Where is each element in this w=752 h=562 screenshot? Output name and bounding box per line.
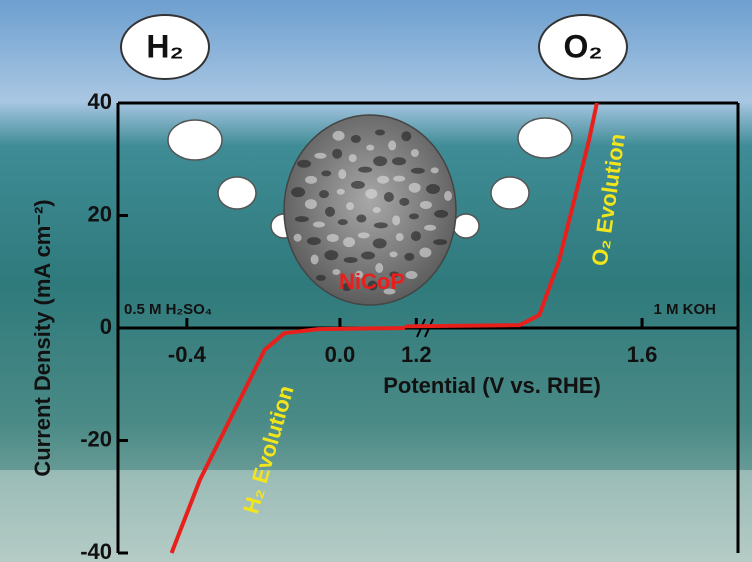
catalyst-texture — [337, 189, 345, 195]
catalyst-texture — [316, 275, 326, 281]
catalyst-label: NiCoP — [339, 269, 405, 294]
bubble — [518, 118, 572, 158]
catalyst-texture — [434, 210, 448, 218]
catalyst-texture — [324, 250, 338, 260]
catalyst-texture — [373, 207, 381, 213]
y-tick-label: -40 — [80, 539, 112, 562]
y-tick-label: 40 — [88, 89, 112, 114]
catalyst-texture — [419, 247, 431, 257]
catalyst-texture — [392, 215, 400, 225]
catalyst-texture — [384, 192, 394, 202]
catalyst-texture — [431, 167, 439, 173]
catalyst-texture — [346, 202, 354, 210]
catalyst-texture — [409, 183, 421, 193]
y-axis-label: Current Density (mA cm⁻²) — [30, 199, 55, 476]
x-axis-label: Potential (V vs. RHE) — [383, 373, 601, 398]
catalyst-texture — [321, 170, 331, 176]
catalyst-texture — [291, 187, 305, 197]
catalyst-texture — [307, 237, 321, 245]
y-tick-label: -20 — [80, 426, 112, 451]
catalyst-texture — [399, 198, 409, 206]
catalyst-texture — [366, 145, 374, 151]
catalyst-texture — [396, 233, 404, 241]
catalyst-texture — [409, 213, 419, 219]
catalyst-texture — [392, 157, 406, 165]
catalyst-texture — [305, 176, 317, 184]
catalyst-texture — [374, 222, 388, 228]
catalyst-texture — [344, 257, 358, 263]
chart: 40 20 0 -20 -40 Current Density (mA cm⁻²) Pote… — [0, 0, 752, 562]
x-tick-label: 0.0 — [325, 342, 356, 367]
catalyst-texture — [426, 184, 440, 194]
product-label: O₂ — [563, 28, 602, 64]
catalyst-texture — [305, 199, 317, 209]
catalyst-texture — [420, 201, 432, 209]
y-tick-label: 20 — [88, 201, 112, 226]
catalyst-texture — [390, 251, 398, 257]
catalyst-texture — [404, 253, 414, 261]
catalyst-texture — [401, 131, 411, 141]
catalyst-texture — [361, 252, 375, 260]
electrolyte-label: 0.5 M H₂SO₄ — [124, 301, 212, 318]
catalyst-texture — [433, 239, 447, 245]
surf — [0, 470, 752, 562]
bubble — [168, 120, 222, 160]
catalyst-texture — [295, 216, 309, 222]
catalyst-texture — [327, 234, 339, 242]
x-tick-label: 1.6 — [627, 342, 658, 367]
catalyst-texture — [444, 191, 452, 201]
catalyst-texture — [373, 238, 387, 248]
catalyst-texture — [314, 153, 326, 159]
catalyst-texture — [351, 135, 361, 143]
electrolyte-label: 1 M KOH — [653, 301, 716, 318]
catalyst-texture — [319, 190, 329, 198]
catalyst-texture — [411, 231, 421, 241]
product-label: H₂ — [146, 28, 183, 64]
catalyst-texture — [311, 254, 319, 264]
catalyst-texture — [325, 207, 335, 217]
catalyst-texture — [358, 167, 372, 173]
catalyst-texture — [377, 176, 389, 184]
catalyst-texture — [332, 149, 342, 159]
y-tick-label: 0 — [100, 314, 112, 339]
bubble — [218, 177, 256, 209]
catalyst-texture — [411, 168, 425, 174]
catalyst-texture — [365, 189, 377, 199]
x-tick-label: -0.4 — [168, 342, 207, 367]
bubble — [491, 177, 529, 209]
catalyst-texture — [349, 154, 357, 162]
catalyst-texture — [393, 176, 405, 182]
catalyst-texture — [294, 234, 302, 242]
catalyst-texture — [333, 131, 345, 141]
catalyst-texture — [351, 181, 365, 189]
catalyst-texture — [388, 140, 396, 150]
catalyst-texture — [424, 225, 436, 231]
catalyst-texture — [297, 160, 311, 168]
catalyst-texture — [343, 237, 355, 247]
catalyst-texture — [338, 169, 346, 179]
x-tick-label: 1.2 — [401, 342, 432, 367]
catalyst-texture — [405, 271, 417, 279]
catalyst-texture — [338, 219, 348, 225]
catalyst-texture — [313, 222, 325, 228]
catalyst-texture — [373, 156, 387, 166]
catalyst-texture — [411, 149, 419, 157]
bubble — [453, 214, 479, 238]
catalyst-texture — [358, 232, 370, 238]
catalyst-texture — [375, 129, 385, 135]
catalyst-texture — [356, 215, 366, 223]
